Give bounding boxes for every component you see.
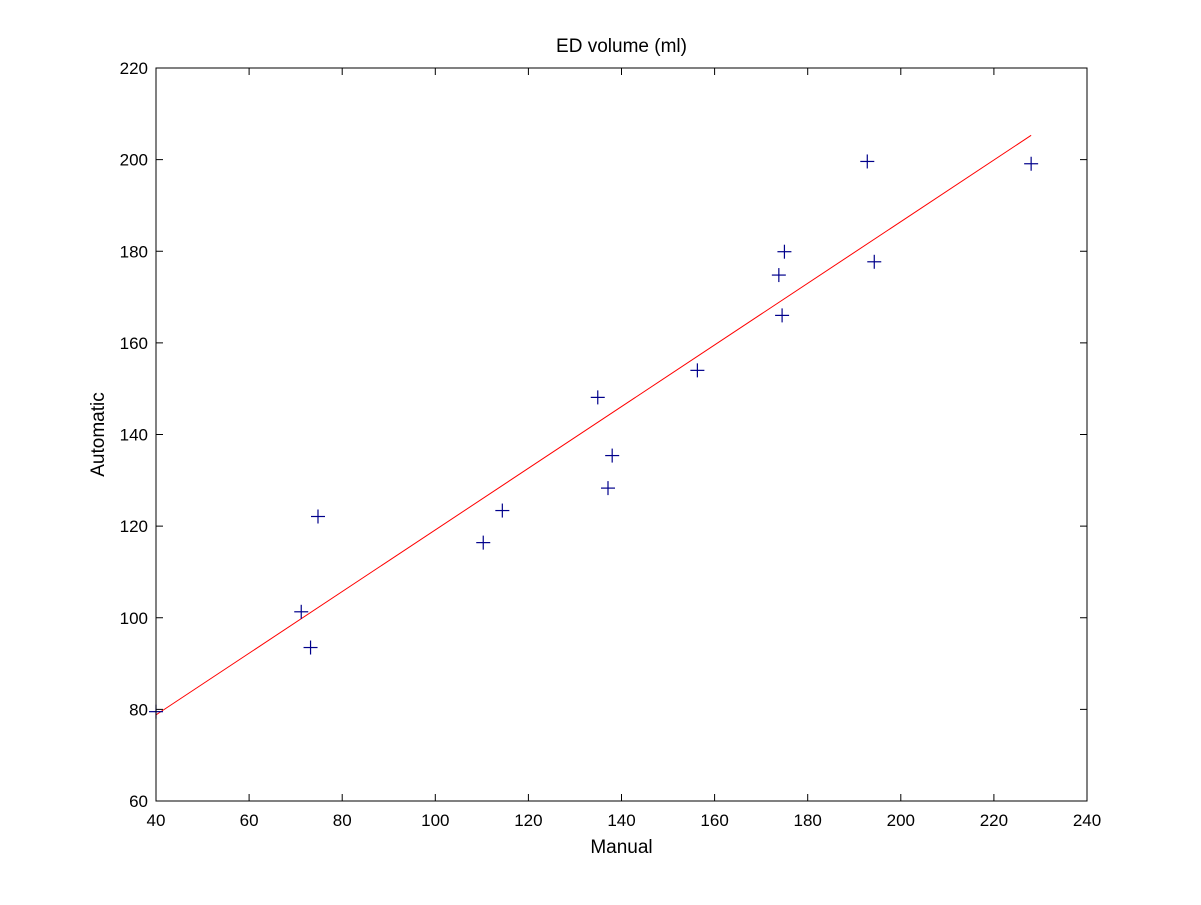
y-tick-label: 140 — [120, 426, 148, 445]
y-tick-label: 220 — [120, 59, 148, 78]
data-point-marker — [777, 244, 792, 259]
data-point-marker — [775, 308, 790, 323]
x-tick-label: 160 — [700, 811, 728, 830]
y-tick-label: 100 — [120, 609, 148, 628]
data-point-marker — [310, 509, 325, 524]
x-tick-label: 180 — [794, 811, 822, 830]
plot-area — [156, 68, 1087, 801]
data-point-marker — [590, 390, 605, 405]
data-point-marker — [867, 254, 882, 269]
regression-line — [155, 134, 1032, 716]
x-axis-label: Manual — [590, 837, 652, 858]
x-tick-label: 140 — [607, 811, 635, 830]
data-point-marker — [294, 604, 309, 619]
data-point-marker — [1024, 156, 1039, 171]
x-tick-label: 60 — [240, 811, 259, 830]
data-point-marker — [476, 535, 491, 550]
data-points — [149, 154, 1039, 719]
y-tick-label: 180 — [120, 242, 148, 261]
x-tick-label: 80 — [333, 811, 352, 830]
y-tick-label: 120 — [120, 517, 148, 536]
y-axis-label: Automatic — [88, 392, 109, 476]
data-point-marker — [495, 503, 510, 518]
fit-line-layer — [155, 134, 1032, 716]
y-tick-label: 60 — [129, 792, 148, 811]
data-point-marker — [771, 268, 786, 283]
y-tick-label: 200 — [120, 151, 148, 170]
chart-title: ED volume (ml) — [556, 36, 687, 57]
y-tick-label: 160 — [120, 334, 148, 353]
data-point-marker — [690, 363, 705, 378]
tick-labels: 40 60 80 100 120 140 160 180 200 220 2406080100120… — [120, 59, 1102, 830]
x-tick-label: 120 — [514, 811, 542, 830]
data-point-marker — [601, 481, 616, 496]
data-point-marker — [860, 154, 875, 169]
data-point-marker — [605, 448, 620, 463]
data-point-marker — [303, 640, 318, 655]
x-tick-label: 240 — [1073, 811, 1101, 830]
x-tick-label: 200 — [887, 811, 915, 830]
x-tick-label: 220 — [980, 811, 1008, 830]
x-tick-label: 40 — [147, 811, 166, 830]
y-tick-label: 80 — [129, 700, 148, 719]
x-tick-label: 100 — [421, 811, 449, 830]
plot-frame — [155, 67, 1088, 802]
